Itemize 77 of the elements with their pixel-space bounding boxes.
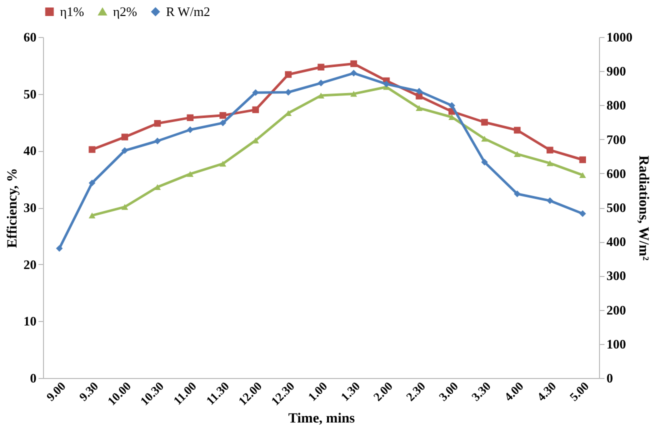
point (88, 146, 96, 153)
point (350, 70, 358, 76)
point (514, 190, 521, 198)
point (284, 88, 292, 96)
point (579, 210, 586, 217)
y2-tick-label: 300 (606, 268, 626, 284)
x-tick-label: 4.00 (501, 379, 526, 404)
point (546, 146, 554, 154)
point (514, 151, 521, 157)
x-tick-label: 3.30 (468, 379, 494, 404)
point (88, 212, 96, 218)
point (186, 126, 194, 134)
point (481, 158, 488, 166)
point (546, 197, 554, 204)
y2-tick-label: 0 (606, 370, 613, 386)
point (88, 180, 96, 186)
y2-tick-label: 500 (606, 200, 626, 215)
x-tick-label: 5.00 (566, 379, 592, 404)
y2-tick-label: 600 (606, 166, 626, 181)
point (318, 64, 324, 70)
y2-tick-label: 400 (606, 234, 626, 250)
x-tick-label: 4.30 (534, 379, 559, 404)
point (481, 136, 488, 142)
point (220, 160, 226, 167)
point (514, 126, 521, 134)
point (481, 118, 488, 126)
x-tick-label: 2.30 (403, 379, 428, 404)
point (579, 172, 586, 178)
point (252, 106, 259, 114)
point (186, 171, 194, 177)
y-tick-label: 60 (24, 30, 36, 44)
y2-tick-label: 700 (606, 132, 626, 147)
point (448, 102, 456, 109)
x-tick-label: 2.00 (370, 379, 396, 404)
y-axis-title: Efficiency, % (6, 168, 20, 248)
point (220, 112, 226, 119)
point (220, 120, 226, 126)
point (318, 80, 324, 86)
y2-tick-label: 100 (606, 336, 626, 352)
x-tick-label: 9.00 (44, 379, 68, 404)
x-tick-label: 9.30 (76, 379, 102, 404)
point (252, 89, 259, 96)
x-tick-label: 1.00 (305, 379, 330, 404)
point (121, 204, 128, 210)
point (350, 90, 358, 97)
legend-label: R W/m2 (166, 4, 210, 19)
point (121, 134, 128, 140)
point (416, 105, 422, 111)
y2-tick-label: 200 (606, 302, 626, 318)
point (154, 138, 161, 144)
point (121, 147, 128, 154)
y2-tick-label: 1000 (606, 30, 632, 44)
x-tick-label: 3.00 (436, 379, 461, 404)
y2-tick-label: 800 (606, 98, 626, 113)
legend-label: η2% (113, 4, 138, 19)
point (154, 120, 161, 127)
point (186, 114, 194, 122)
point (284, 71, 292, 78)
point (579, 156, 586, 164)
y-tick-label: 40 (24, 143, 36, 158)
point (416, 88, 422, 95)
legend-label: η1% (60, 4, 84, 19)
point (546, 160, 554, 166)
y-tick-label: 10 (24, 314, 36, 329)
y-tick-label: 0 (30, 370, 36, 386)
y2-tick-label: 900 (606, 64, 626, 79)
y2-axis-title: Radiations, W/m² (636, 155, 650, 261)
point (56, 245, 63, 252)
y-tick-label: 20 (24, 256, 36, 272)
y-tick-label: 50 (24, 86, 36, 102)
point (383, 80, 390, 88)
point (154, 184, 161, 190)
x-tick-label: 1.30 (338, 379, 363, 404)
point (350, 60, 358, 68)
x-axis-title: Time, mins (288, 411, 356, 426)
point (318, 92, 324, 98)
y-tick-label: 30 (24, 200, 36, 215)
